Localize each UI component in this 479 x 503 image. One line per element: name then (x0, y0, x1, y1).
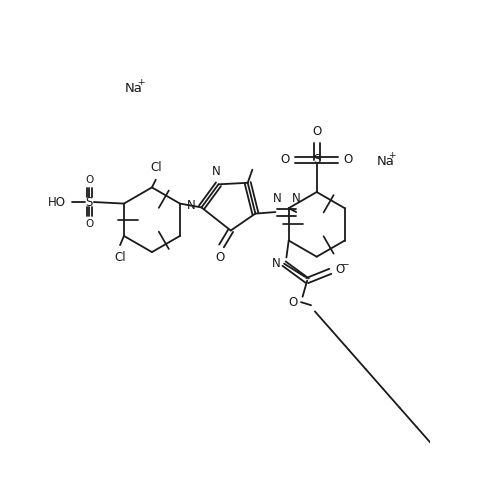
Text: Na: Na (125, 82, 143, 96)
Text: +: + (388, 150, 396, 159)
Text: N: N (187, 199, 196, 212)
Text: N: N (292, 192, 301, 205)
Text: O: O (216, 252, 225, 264)
Text: Cl: Cl (114, 252, 126, 264)
Text: O: O (281, 153, 290, 166)
Text: HO: HO (48, 196, 66, 209)
Text: O: O (85, 219, 93, 229)
Text: O: O (85, 175, 93, 185)
Text: Cl: Cl (150, 160, 161, 174)
Text: +: + (137, 78, 144, 87)
Text: −: − (341, 260, 349, 270)
Text: O: O (343, 153, 353, 166)
Text: S: S (86, 196, 93, 209)
Text: N: N (272, 257, 280, 270)
Text: N: N (273, 192, 281, 205)
Text: Na: Na (377, 155, 395, 167)
Text: S: S (313, 153, 320, 166)
Text: O: O (312, 125, 321, 138)
Text: O: O (336, 263, 345, 276)
Text: O: O (288, 296, 297, 309)
Text: N: N (212, 165, 220, 178)
